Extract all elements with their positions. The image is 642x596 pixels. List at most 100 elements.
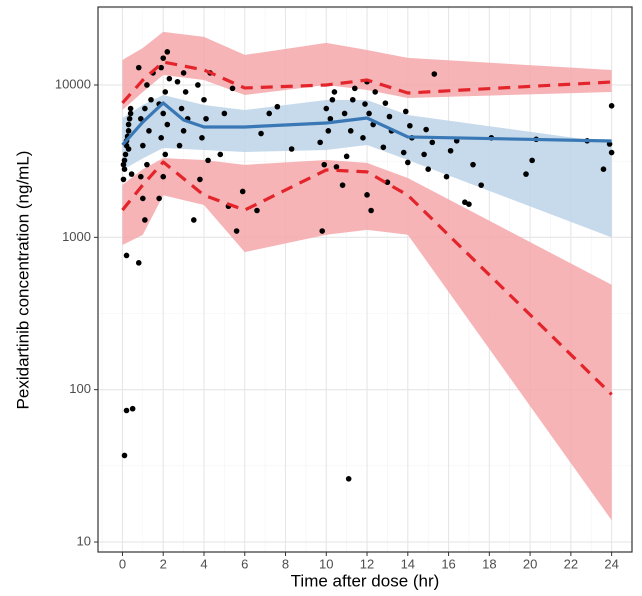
observed-point [317, 139, 323, 146]
observed-point [364, 192, 370, 198]
panel-border [97, 6, 633, 553]
observed-point [319, 228, 325, 234]
interval-band [122, 158, 612, 521]
x-axis-title: Time after dose (hr) [291, 571, 440, 590]
observed-point [197, 176, 203, 183]
observed-point [366, 110, 372, 117]
x-tick-label: 10 [319, 556, 333, 571]
interval-band [122, 31, 612, 111]
observed-point [122, 151, 129, 158]
observed-point [199, 135, 205, 141]
observed-point [470, 161, 476, 168]
observed-point [123, 407, 130, 414]
observed-point [343, 153, 350, 160]
y-tick-label: 10000 [55, 76, 91, 91]
observed-point [127, 105, 134, 112]
observed-point [176, 142, 183, 149]
observed-point [164, 121, 171, 128]
observed-point [123, 252, 130, 259]
observed-point [162, 89, 169, 95]
y-tick-label: 10 [77, 533, 91, 548]
observed-point [158, 135, 164, 141]
plot-area [120, 31, 615, 521]
x-tick-label: 8 [282, 556, 289, 571]
observed-point [333, 164, 340, 170]
x-tick-label: 6 [241, 556, 248, 571]
observed-point [362, 101, 368, 107]
observed-point [144, 161, 150, 168]
observed-point [125, 146, 132, 152]
observed-point [120, 161, 127, 168]
observed-point [386, 113, 393, 120]
observed-point [203, 115, 209, 122]
observed-point [205, 157, 211, 164]
observed-point [608, 103, 615, 109]
observed-point [201, 96, 207, 103]
observed-point [254, 207, 260, 214]
observed-point [407, 122, 413, 129]
observed-point [288, 146, 295, 152]
percentile-line [121, 60, 612, 105]
observed-point [121, 157, 128, 164]
x-tick-label: 18 [482, 556, 496, 571]
observed-point [421, 151, 427, 158]
percentile-line [121, 160, 613, 396]
observed-point [160, 55, 167, 61]
observed-point [321, 161, 328, 168]
observed-point [402, 108, 409, 115]
observed-point [229, 85, 236, 92]
observed-point [600, 166, 607, 173]
observed-point [142, 105, 148, 112]
observed-point [405, 159, 411, 166]
observed-point [162, 151, 169, 158]
observed-point [190, 217, 197, 223]
observed-point [125, 121, 132, 128]
x-tick-label: 4 [200, 556, 207, 571]
observed-point [178, 105, 185, 112]
x-tick-label: 2 [160, 556, 167, 571]
observed-point [128, 171, 135, 177]
observed-point [339, 182, 346, 188]
observed-point [140, 142, 146, 149]
observed-point [166, 75, 173, 82]
observed-point [608, 149, 615, 156]
observed-point [121, 452, 128, 459]
observed-point [144, 82, 150, 88]
observed-point [429, 139, 436, 146]
observed-point [466, 201, 472, 207]
observed-point [121, 166, 128, 173]
observed-point [126, 115, 133, 122]
observed-point [156, 195, 162, 202]
observed-point [129, 405, 136, 412]
observed-point [372, 89, 378, 95]
observed-point [349, 96, 356, 103]
median-line [121, 101, 612, 147]
observed-point [384, 179, 391, 186]
observed-point [431, 71, 438, 77]
observed-point [443, 173, 450, 180]
observed-point [158, 64, 164, 71]
observed-point [138, 115, 144, 122]
observed-point [329, 96, 336, 103]
observed-point [120, 176, 127, 183]
observed-point [125, 128, 132, 134]
x-tick-label: 14 [401, 556, 415, 571]
observed-point [217, 151, 224, 158]
observed-point [148, 96, 154, 103]
observed-point [341, 110, 348, 117]
x-tick-label: 12 [360, 556, 374, 571]
observed-point [529, 157, 535, 164]
observed-point [142, 217, 148, 223]
observed-point [423, 126, 429, 133]
observed-point [347, 128, 354, 134]
observed-point [345, 476, 352, 482]
observed-point [160, 110, 167, 117]
y-tick-label: 1000 [62, 229, 91, 244]
observed-point [135, 260, 142, 266]
observed-point [258, 130, 264, 137]
observed-point [523, 171, 529, 177]
observed-point [266, 110, 273, 117]
x-tick-label: 16 [441, 556, 455, 571]
observed-point [174, 78, 181, 85]
